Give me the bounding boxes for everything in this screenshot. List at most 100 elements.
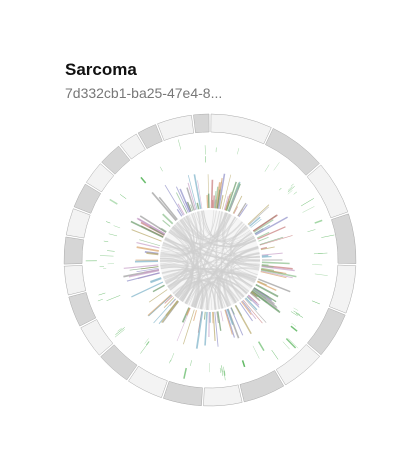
- translocation-links: [159, 210, 261, 310]
- copy-number-bar: [234, 305, 252, 335]
- copy-number-bar: [195, 311, 204, 349]
- copy-number-bar: [247, 204, 270, 225]
- link-chord: [193, 281, 237, 308]
- chromosome-segment: [239, 370, 285, 403]
- mutation-tick: [99, 255, 114, 257]
- mutation-tick: [271, 349, 279, 360]
- mutation-tick: [314, 219, 323, 224]
- copy-number-bar: [176, 208, 183, 217]
- copy-number-bar: [204, 311, 208, 346]
- copy-number-bar: [261, 252, 283, 256]
- copy-number-bar: [250, 291, 258, 298]
- copy-number-bar: [260, 270, 293, 279]
- copy-number-bar: [190, 204, 194, 212]
- copy-number-bar: [165, 300, 179, 317]
- copy-number-bar: [252, 288, 267, 300]
- link-chord: [229, 223, 258, 276]
- chromosome-segment: [100, 344, 138, 381]
- copy-number-bar: [217, 173, 226, 209]
- copy-number-bar: [253, 287, 277, 303]
- chromosome-segment: [210, 113, 272, 145]
- copy-number-bar: [225, 181, 237, 211]
- copy-number-bar: [162, 219, 171, 228]
- mutation-tick: [169, 359, 171, 364]
- copy-number-bar: [164, 184, 184, 216]
- copy-number-bar: [148, 289, 168, 303]
- mutation-tick: [140, 341, 150, 354]
- copy-number-bar: [255, 283, 279, 298]
- copy-number-bar: [158, 196, 178, 221]
- copy-number-bar: [186, 202, 192, 212]
- copy-number-bar: [217, 311, 222, 331]
- mutation-tick: [321, 234, 335, 238]
- copy-number-bar: [143, 268, 160, 274]
- copy-number-bar: [225, 309, 235, 338]
- chromosome-segment: [63, 236, 84, 265]
- copy-number-bar: [260, 271, 287, 279]
- chromosome-ring: [63, 113, 357, 407]
- mutation-tick: [311, 300, 320, 305]
- mutation-tick: [264, 164, 270, 172]
- mutation-tick: [287, 186, 293, 191]
- chromosome-segment: [306, 164, 349, 219]
- link-chord: [160, 266, 223, 309]
- copy-number-bar: [177, 203, 185, 216]
- copy-number-bar: [182, 309, 195, 345]
- copy-number-bar: [245, 297, 258, 311]
- link-chord: [200, 210, 237, 238]
- mutation-tick: [183, 367, 187, 379]
- chromosome-segment: [73, 183, 101, 214]
- copy-number-bar: [244, 298, 267, 323]
- copy-number-bar: [227, 182, 240, 212]
- copy-number-bar: [223, 195, 229, 211]
- copy-number-bar: [149, 226, 165, 236]
- link-chord: [175, 222, 195, 299]
- copy-number-bar: [257, 226, 286, 240]
- copy-number-bar: [212, 195, 215, 209]
- mutation-tick: [140, 176, 147, 184]
- link-chord: [160, 261, 260, 267]
- link-chord: [203, 210, 251, 242]
- copy-number-bar: [250, 218, 262, 228]
- copy-number-bar: [261, 267, 275, 272]
- chromosome-segment: [275, 344, 321, 386]
- mutation-tick: [282, 341, 290, 350]
- mutation-tick: [252, 345, 260, 359]
- mutation-tick: [237, 148, 240, 155]
- link-chord: [160, 217, 238, 253]
- mutation-tick: [293, 307, 299, 311]
- copy-number-bar: [152, 284, 165, 293]
- mutation-track: [85, 139, 335, 381]
- copy-number-bar: [248, 206, 270, 226]
- copy-number-bar: [230, 307, 235, 315]
- link-chord: [164, 238, 194, 302]
- chromosome-segment: [101, 145, 131, 175]
- copy-number-bar: [251, 289, 278, 309]
- copy-number-bar: [150, 277, 162, 284]
- copy-number-bar: [260, 246, 268, 250]
- mutation-tick: [290, 311, 298, 316]
- mutation-tick: [241, 360, 246, 368]
- copy-number-bar: [136, 241, 160, 249]
- link-chord: [174, 211, 202, 297]
- mutation-tick: [114, 329, 125, 338]
- mutation-tick: [279, 187, 282, 191]
- link-chord: [160, 212, 227, 256]
- chromosome-segment: [265, 128, 320, 176]
- copy-number-bar: [232, 195, 243, 214]
- link-chord: [184, 232, 253, 304]
- mutation-tick: [288, 338, 299, 349]
- copy-number-bar: [128, 269, 160, 278]
- link-chord: [161, 246, 189, 291]
- copy-number-bar: [139, 239, 161, 246]
- copy-number-bar: [251, 290, 281, 314]
- copy-number-bar: [215, 182, 221, 209]
- mutation-tick: [105, 221, 111, 224]
- mutation-tick: [290, 325, 298, 332]
- copy-number-bar: [261, 256, 272, 258]
- sample-id[interactable]: 7d332cb1-ba25-47e4-8...: [65, 85, 223, 101]
- copy-number-bar: [258, 278, 291, 293]
- mutation-tick: [293, 191, 298, 195]
- copy-number-bar: [230, 307, 244, 336]
